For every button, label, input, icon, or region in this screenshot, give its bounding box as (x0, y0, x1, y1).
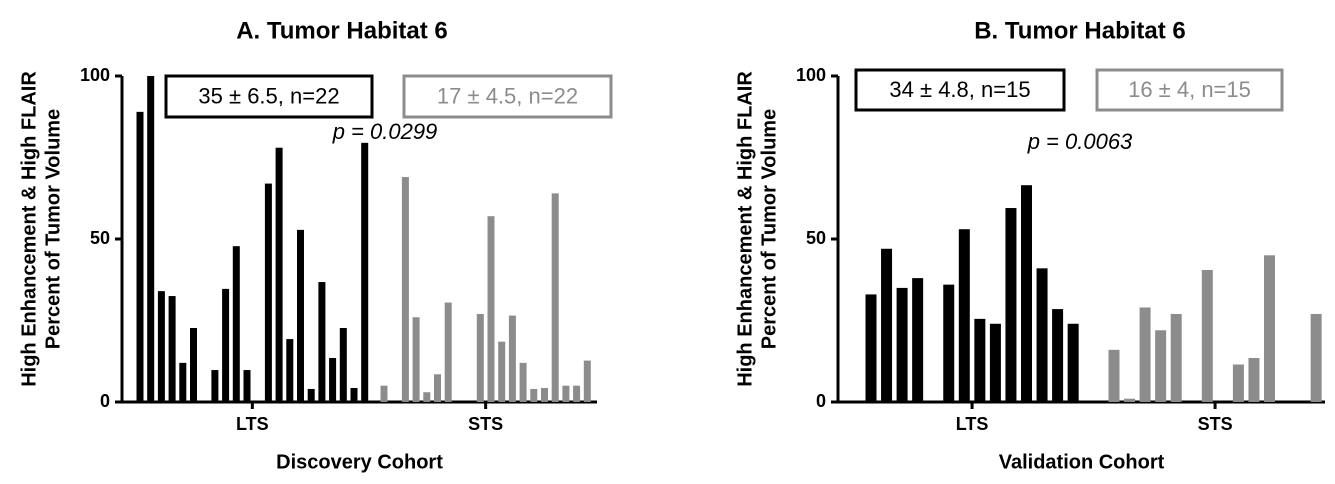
x-axis-label: Validation Cohort (999, 451, 1165, 473)
y-tick-label: 50 (806, 228, 826, 248)
chart-title: B. Tumor Habitat 6 (974, 17, 1186, 44)
bar (562, 385, 570, 402)
bar (222, 288, 230, 402)
bar (476, 313, 484, 402)
bar (1170, 313, 1182, 402)
x-tick-label: LTS (236, 414, 269, 434)
bar (1067, 323, 1079, 402)
x-tick-label: STS (468, 414, 503, 434)
bar (350, 387, 358, 402)
bar (881, 248, 893, 402)
bar (264, 183, 272, 402)
bar (243, 370, 251, 402)
bar (423, 392, 431, 402)
bar (989, 323, 1001, 402)
bar (1248, 357, 1260, 402)
stat-label: 34 ± 4.8, n=15 (889, 77, 1030, 102)
bar (865, 294, 877, 402)
stat-label: 17 ± 4.5, n=22 (437, 83, 578, 108)
y-axis-label: High Enhancement & High FLAIR (734, 71, 756, 387)
bar (318, 282, 326, 402)
y-tick-label: 50 (90, 228, 110, 248)
y-tick-label: 0 (816, 391, 826, 411)
bar (380, 385, 388, 402)
bar (361, 142, 369, 402)
stat-box (402, 74, 613, 119)
bar (1139, 307, 1151, 402)
bar (286, 339, 294, 402)
bar (519, 362, 527, 402)
bar (412, 317, 420, 402)
bar (958, 229, 970, 402)
bar (1052, 309, 1064, 402)
bar (912, 278, 924, 402)
bar (1108, 349, 1120, 402)
bar (1201, 269, 1213, 402)
bar (1021, 185, 1032, 402)
bar (329, 357, 337, 402)
y-axis-label: High Enhancement & High FLAIR (18, 71, 40, 387)
bar (157, 291, 165, 402)
y-axis-label: Percent of Tumor Volume (758, 109, 780, 349)
bar (1124, 398, 1136, 402)
chart-title: A. Tumor Habitat 6 (236, 17, 448, 44)
bar (541, 387, 548, 402)
y-tick-label: 100 (796, 65, 826, 85)
bar (179, 362, 187, 402)
bar (974, 318, 986, 402)
bar (147, 76, 155, 402)
bar (168, 296, 176, 402)
bar (551, 193, 559, 402)
x-axis-label: Discovery Cohort (276, 451, 443, 473)
x-tick-label: STS (1198, 414, 1233, 434)
bar (232, 246, 240, 402)
stat-box (1095, 68, 1284, 112)
bar (943, 284, 955, 402)
bar (401, 177, 409, 402)
bar (498, 341, 506, 402)
bar (896, 287, 908, 402)
bar (211, 370, 219, 402)
bar (1264, 255, 1275, 402)
bar (190, 327, 197, 402)
y-axis-label: Percent of Tumor Volume (42, 109, 64, 349)
bar (307, 388, 315, 402)
bar (1036, 268, 1048, 402)
y-tick-label: 100 (80, 65, 110, 85)
bar (297, 229, 304, 402)
bar (136, 111, 144, 403)
x-tick-label: LTS (956, 414, 989, 434)
y-tick-label: 0 (100, 391, 110, 411)
bar (275, 147, 283, 402)
p-value: p = 0.0299 (332, 119, 438, 144)
bar (1310, 313, 1322, 402)
bar (583, 360, 591, 402)
stat-label: 16 ± 4, n=15 (1128, 77, 1251, 102)
stat-label: 35 ± 6.5, n=22 (198, 83, 339, 108)
bar (1232, 364, 1244, 402)
bar (434, 374, 441, 402)
bar (1005, 208, 1017, 402)
bar (508, 315, 516, 402)
stat-box (164, 74, 374, 119)
bar (339, 327, 347, 402)
bar (573, 385, 581, 402)
bar (444, 302, 452, 402)
bar (1155, 330, 1167, 402)
stat-box (854, 68, 1066, 112)
p-value: p = 0.0063 (1027, 129, 1133, 154)
bar (530, 388, 538, 402)
bar (487, 216, 495, 402)
